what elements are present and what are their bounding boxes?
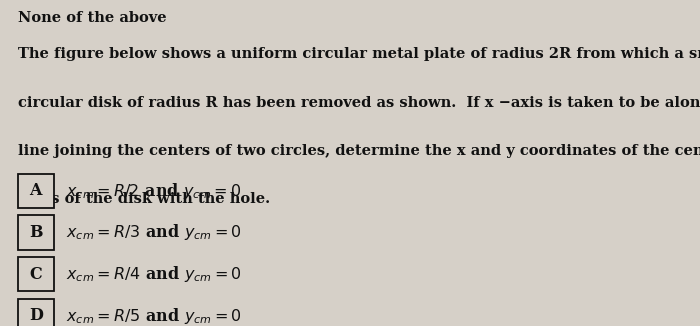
Text: line joining the centers of two circles, determine the x and y coordinates of th: line joining the centers of two circles,… [18,144,700,158]
Text: $x_{cm} = R/3$ and $y_{cm} = 0$: $x_{cm} = R/3$ and $y_{cm} = 0$ [66,222,242,243]
Bar [18,299,54,326]
Text: $x_{cm} = R/4$ and $y_{cm} = 0$: $x_{cm} = R/4$ and $y_{cm} = 0$ [66,264,242,284]
Bar [18,173,54,208]
Text: C: C [29,266,42,283]
Bar [18,257,54,291]
Text: B: B [29,224,43,241]
Text: D: D [29,307,43,324]
Bar [18,215,54,250]
Text: circular disk of radius R has been removed as shown.  If x −axis is taken to be : circular disk of radius R has been remov… [18,96,700,110]
Text: None of the above: None of the above [18,11,166,25]
Text: $x_{cm} = R/5$ and $y_{cm} = 0$: $x_{cm} = R/5$ and $y_{cm} = 0$ [66,306,242,326]
Text: The figure below shows a uniform circular metal plate of radius 2R from which a : The figure below shows a uniform circula… [18,47,700,61]
Text: $x_{cm} = R/2$ and $y_{cm} = 0$: $x_{cm} = R/2$ and $y_{cm} = 0$ [66,181,241,201]
Text: A: A [29,182,42,199]
Text: mass of the disk with the hole.: mass of the disk with the hole. [18,192,270,206]
